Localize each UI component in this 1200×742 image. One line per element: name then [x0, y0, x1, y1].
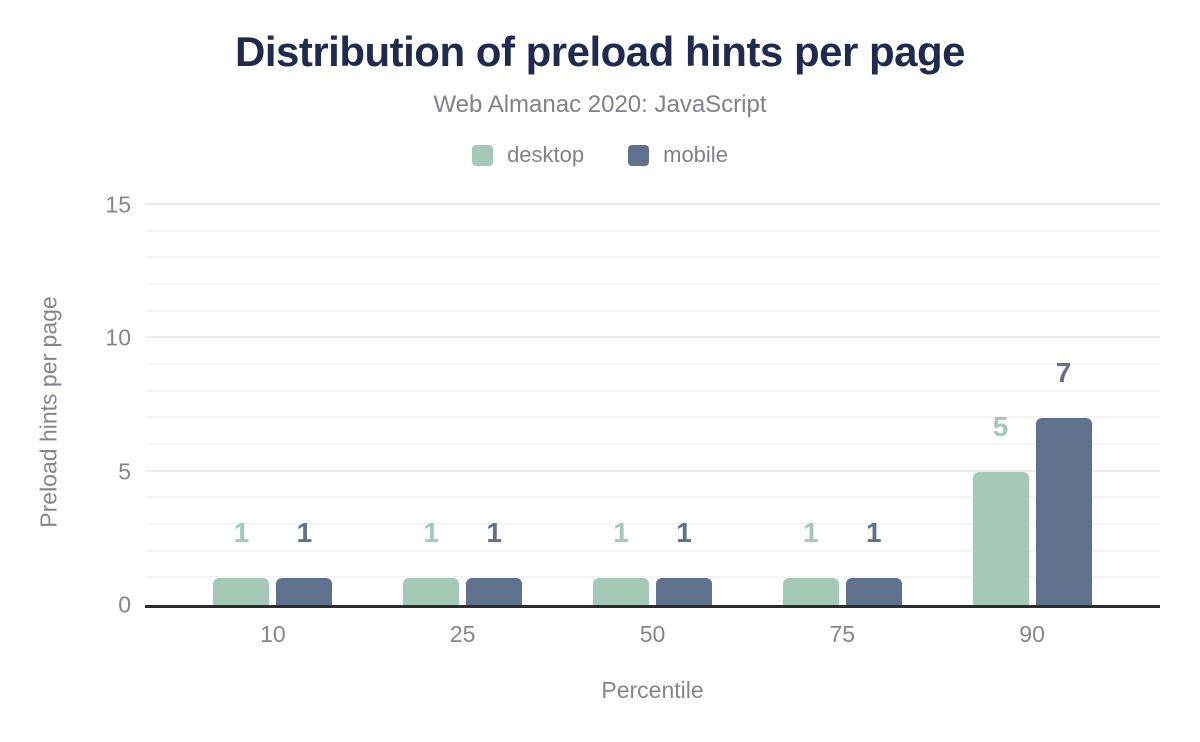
bar-desktop[interactable]	[592, 578, 649, 605]
legend-item-desktop: desktop	[472, 142, 584, 168]
gridline	[145, 576, 1160, 579]
bar-group-p25: 1 1 25	[368, 205, 558, 647]
bar-mobile[interactable]	[1035, 418, 1092, 605]
bar-value-label-desktop: 1	[423, 517, 439, 549]
bar-desktop[interactable]	[213, 578, 270, 605]
bar-column-mobile: 1	[466, 205, 523, 605]
bar-column-desktop: 1	[592, 205, 649, 605]
legend-label-desktop: desktop	[507, 142, 585, 167]
bar-desktop[interactable]	[972, 471, 1029, 605]
plot-area: 0 5 10 15 1 1 10 1	[105, 193, 1160, 647]
x-axis-title: Percentile	[601, 677, 704, 703]
gridline	[145, 283, 1160, 285]
bar-value-label-desktop: 5	[992, 410, 1009, 442]
bar-value-label-mobile: 7	[1055, 357, 1072, 389]
y-tick-label-15: 15	[105, 191, 131, 218]
y-axis-title: Preload hints per page	[35, 296, 62, 528]
gridlines	[145, 203, 1160, 605]
chart-subtitle: Web Almanac 2020: JavaScript	[433, 91, 767, 118]
legend-swatch-desktop	[472, 144, 494, 166]
x-tick-label: 50	[639, 621, 666, 647]
bar-column-desktop: 1	[213, 205, 270, 605]
gridline	[145, 309, 1160, 312]
bar-column-desktop: 1	[782, 205, 839, 605]
y-tick-label-0: 0	[118, 591, 131, 618]
gridline	[145, 523, 1160, 525]
bar-group-p50: 1 1 50	[558, 205, 748, 647]
bar-column-desktop: 5	[972, 205, 1029, 605]
bar-value-label-desktop: 1	[802, 517, 819, 549]
gridline	[145, 256, 1160, 259]
bar-column-mobile: 1	[845, 205, 902, 605]
y-tick-label-10: 10	[105, 324, 131, 351]
y-tick-label-5: 5	[118, 458, 131, 485]
x-tick-label: 25	[449, 621, 476, 647]
gridline	[145, 336, 1160, 339]
legend-label-mobile: mobile	[663, 142, 728, 167]
bar-group-p90: 5 7 90	[937, 205, 1127, 647]
bar-column-desktop: 1	[403, 205, 460, 605]
gridline	[145, 469, 1160, 472]
bar-mobile[interactable]	[655, 578, 712, 605]
gridline	[145, 203, 1160, 205]
gridline	[145, 496, 1160, 499]
gridline	[145, 389, 1160, 392]
bar-value-label-mobile: 1	[865, 517, 882, 549]
bar-desktop[interactable]	[403, 578, 460, 605]
gridline	[145, 443, 1160, 445]
legend-swatch-mobile	[628, 144, 650, 166]
x-tick-label: 10	[260, 621, 286, 647]
bar-column-mobile: 1	[655, 205, 712, 605]
bar-desktop[interactable]	[782, 578, 839, 605]
x-tick-label: 75	[829, 621, 856, 647]
chart-title: Distribution of preload hints per page	[234, 28, 966, 75]
bar-value-label-desktop: 1	[233, 517, 250, 549]
gridline	[145, 363, 1160, 365]
gridline	[145, 549, 1160, 552]
bar-value-label-mobile: 1	[486, 517, 502, 549]
x-tick-label: 90	[1019, 621, 1045, 647]
bar-group-p10: 1 1 10	[178, 205, 368, 647]
legend-item-mobile: mobile	[628, 142, 728, 168]
bar-column-mobile: 7	[1035, 205, 1092, 605]
bar-value-label-mobile: 1	[296, 517, 313, 549]
bar-value-label-mobile: 1	[676, 517, 692, 549]
bar-mobile[interactable]	[276, 578, 333, 605]
legend: desktop mobile	[0, 142, 1200, 168]
gridline	[145, 416, 1160, 419]
bar-mobile[interactable]	[466, 578, 523, 605]
gridline	[145, 229, 1160, 232]
bar-group-p75: 1 1 75	[747, 205, 937, 647]
bar-value-label-desktop: 1	[613, 517, 629, 549]
bars-row: 1 1 10 1 1 25	[145, 205, 1160, 647]
bar-mobile[interactable]	[845, 578, 902, 605]
bar-column-mobile: 1	[276, 205, 333, 605]
